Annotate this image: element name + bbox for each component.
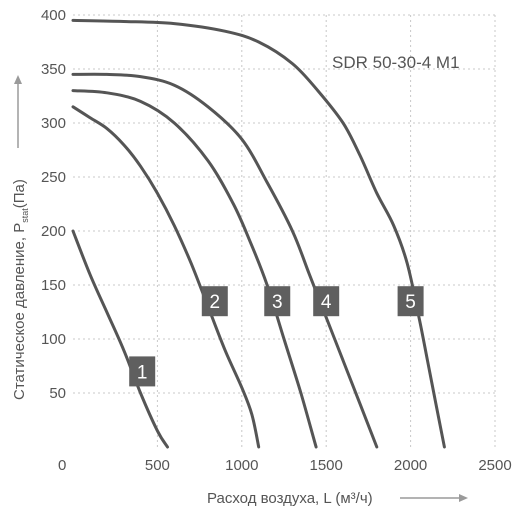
x-tick-label: 1000 [225,457,258,474]
series-badge-box [129,356,156,387]
series-curve-2 [71,105,261,449]
series-badge-label: 2 [210,292,221,313]
series-badge-label: 4 [321,292,332,313]
series-badge-box [313,286,340,317]
fan-curves [71,18,446,449]
series-curve-5 [71,18,446,449]
grid [73,14,496,447]
x-tick-label: 2000 [394,457,427,474]
y-axis-label-text: Статическое давление, P [11,223,28,400]
series-badge-box [201,286,228,317]
x-axis-arrow-head [459,494,468,502]
axis-ticks: 50 100 150 200 250 300 350 400 0 500 1000 1500 2000 2… [41,7,512,474]
x-tick-label: 1500 [310,457,343,474]
series-badge-1: 1 [129,356,156,387]
x-axis-label: Расход воздуха, L (м³/ч) [207,490,373,507]
series-curve-1 [71,229,169,449]
x-axis-label-text: Расход воздуха, L (м³/ч) [207,490,373,507]
x-tick-label: 500 [145,457,170,474]
svg-text:Статическое давление, Pstat(Па: Статическое давление, Pstat(Па) [11,179,30,400]
series-curve-4 [71,72,379,449]
y-axis-label-subscript: stat [20,208,30,223]
y-tick-label: 400 [41,7,66,24]
series-badge-2: 2 [201,286,228,317]
series-badge-5: 5 [397,286,424,317]
x-tick-label: 2500 [478,457,511,474]
series-badge-4: 4 [313,286,340,317]
series-badge-box [264,286,291,317]
y-tick-label: 250 [41,169,66,186]
y-axis-label: Статическое давление, Pstat(Па) [11,179,30,400]
y-tick-label: 50 [49,385,66,402]
series-badge-box [397,286,424,317]
y-axis-label-unit: (Па) [11,179,28,208]
y-tick-label: 100 [41,331,66,348]
x-tick-label: 0 [58,457,66,474]
y-axis-arrow-head [14,75,22,84]
chart-title: SDR 50-30-4 M1 [332,53,460,72]
series-curve-3 [71,89,318,449]
y-tick-label: 150 [41,277,66,294]
y-tick-label: 350 [41,61,66,78]
curve-badges: 1 2 3 4 5 [129,286,424,387]
series-badge-label: 1 [137,362,148,383]
y-tick-label: 300 [41,115,66,132]
series-badge-label: 5 [405,292,416,313]
series-badge-label: 3 [272,292,283,313]
series-badge-3: 3 [264,286,291,317]
y-tick-label: 200 [41,223,66,240]
